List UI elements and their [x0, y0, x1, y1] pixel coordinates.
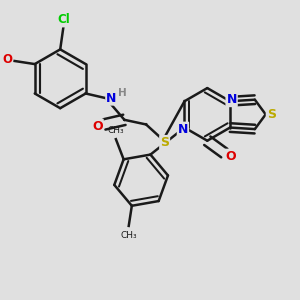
Text: H: H	[118, 88, 126, 98]
Text: O: O	[225, 150, 236, 163]
Text: N: N	[178, 123, 188, 136]
Text: CH₃: CH₃	[120, 231, 137, 240]
Text: Cl: Cl	[57, 14, 70, 26]
Text: O: O	[92, 119, 103, 133]
Text: S: S	[160, 136, 169, 149]
Text: O: O	[2, 53, 12, 66]
Text: CH₃: CH₃	[108, 125, 124, 134]
Text: S: S	[267, 108, 276, 121]
Text: N: N	[226, 93, 237, 106]
Text: N: N	[106, 92, 117, 105]
